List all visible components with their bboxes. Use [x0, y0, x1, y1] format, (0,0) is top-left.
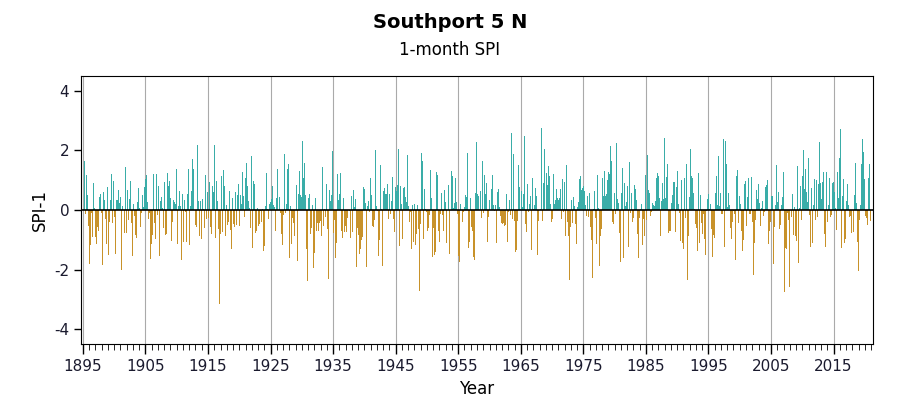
Y-axis label: SPI-1: SPI-1: [31, 189, 49, 231]
Text: Southport 5 N: Southport 5 N: [373, 13, 527, 32]
X-axis label: Year: Year: [459, 380, 495, 398]
Text: 1-month SPI: 1-month SPI: [400, 41, 500, 59]
